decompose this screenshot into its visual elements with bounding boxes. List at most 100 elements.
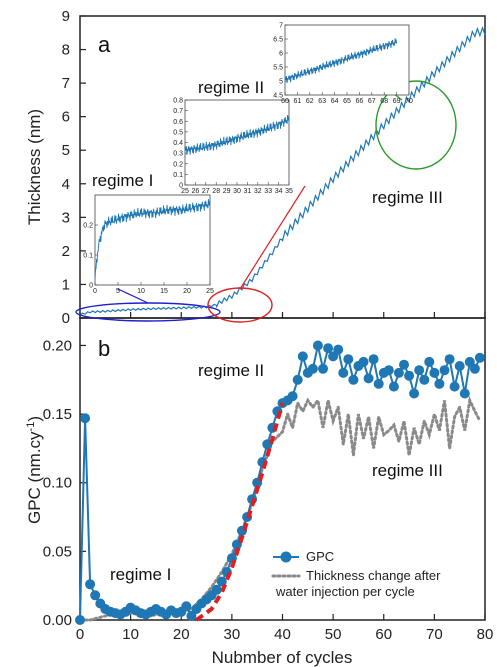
panel-b-gpc-point xyxy=(459,388,470,399)
panel-a-ylabel: Thickness (nm) xyxy=(25,109,44,225)
panel-b-xtick-label: 40 xyxy=(274,626,291,643)
inset-xtick-label: 29 xyxy=(223,188,231,195)
inset-xtick-label: 31 xyxy=(244,188,252,195)
panel-b-xtick-label: 20 xyxy=(173,626,190,643)
inset-ytick-label: 7 xyxy=(279,23,283,30)
panel-b-gpc-point xyxy=(348,374,359,385)
panel-b-gpc-point xyxy=(469,363,480,374)
panel-b-ytick-label: 0.05 xyxy=(43,543,72,560)
inset-ytick-label: 0.8 xyxy=(173,98,183,105)
panel-b-gpc-point xyxy=(383,365,394,376)
inset-xtick-label: 32 xyxy=(254,188,262,195)
inset-series-line xyxy=(94,199,211,280)
panel-b-regime-ii: regime II xyxy=(198,361,264,380)
legend-gpc-marker xyxy=(280,551,292,563)
inset-ytick-label: 5.5 xyxy=(273,65,283,72)
panel-b-ylabel-main: GPC (nm.cy xyxy=(25,431,44,524)
inset-xtick-label: 34 xyxy=(275,188,283,195)
panel-b-gpc-point xyxy=(414,365,425,376)
inset-series-line xyxy=(284,38,398,84)
inset-xtick-label: 68 xyxy=(380,98,388,105)
panel-b-ytick-label: 0.15 xyxy=(43,406,72,423)
panel-b-gpc-point xyxy=(434,378,445,389)
panel-a-regime-i: regime I xyxy=(92,171,153,190)
panel-b-xtick-label: 80 xyxy=(477,626,494,643)
inset-ytick-label: 5 xyxy=(279,79,283,86)
panel-b-gpc-point xyxy=(358,356,369,367)
panel-b-xtick-label: 30 xyxy=(224,626,241,643)
panel-b-gpc-point xyxy=(333,344,344,355)
inset-ytick-label: 0.1 xyxy=(173,172,183,179)
panel-a-ellipse-regime-iii xyxy=(375,80,457,170)
inset-xtick-label: 66 xyxy=(356,98,364,105)
inset-xtick-label: 33 xyxy=(264,188,272,195)
panel-b-gpc-point xyxy=(328,351,339,362)
panel-a-ytick-label: 5 xyxy=(62,142,70,159)
panel-b-xlabel: Nubmber of cycles xyxy=(212,648,353,667)
panel-b-gpc-point xyxy=(388,381,399,392)
panel-b-gpc-point xyxy=(363,373,374,384)
inset-frame xyxy=(184,99,290,186)
panel-b-ytick-label: 0.10 xyxy=(43,475,72,492)
legend-thickness-label-2: water injection per cycle xyxy=(275,584,415,599)
panel-a-ytick-label: 1 xyxy=(62,276,70,293)
inset-xtick-label: 65 xyxy=(343,98,351,105)
panel-b-gpc-point xyxy=(343,354,354,365)
panel-b-gpc-point xyxy=(419,374,430,385)
inset-xtick-label: 64 xyxy=(331,98,339,105)
panel-b: 0.00 0.05 0.10 0.15 0.20 0 10 20 30 40 50 60 70 80 xyxy=(43,337,494,643)
panel-b-ylabel-sup: -1 xyxy=(25,422,37,432)
inset-xtick-label: 20 xyxy=(183,288,191,295)
panel-b-ylabel: GPC (nm.cy-1) xyxy=(25,416,44,524)
panel-b-gpc-point xyxy=(85,579,96,590)
inset-ytick-label: 0.5 xyxy=(173,129,183,136)
inset-ytick-label: 4.5 xyxy=(273,93,283,100)
inset-ytick-label: 0.3 xyxy=(173,151,183,158)
panel-b-gpc-point xyxy=(338,367,349,378)
panel-b-gpc-point xyxy=(312,340,323,351)
panel-b-gpc-point xyxy=(373,378,384,389)
legend: GPC Thickness change after water injecti… xyxy=(271,549,441,599)
panel-b-gpc-point xyxy=(399,359,409,370)
inset-ytick-label: 0.4 xyxy=(173,140,183,147)
panel-a-ytick-label: 7 xyxy=(62,75,70,92)
inset-xtick-label: 30 xyxy=(233,188,241,195)
inset-series-line xyxy=(184,114,290,155)
inset-ytick-label: 0 xyxy=(89,283,93,290)
panel-b-gpc-point xyxy=(80,413,91,424)
inset-xtick-label: 5 xyxy=(116,288,120,295)
inset-xtick-label: 60 xyxy=(281,98,289,105)
panel-b-xtick-label: 50 xyxy=(325,626,342,643)
panel-b-ytick-label: 0.20 xyxy=(43,337,72,354)
inset-ytick-label: 0.6 xyxy=(173,119,183,126)
inset-xtick-label: 10 xyxy=(137,288,145,295)
inset-xtick-label: 35 xyxy=(285,188,293,195)
panel-b-gpc-point xyxy=(444,354,455,365)
panel-a-connector-ii xyxy=(239,185,306,290)
panel-b-xtick-label: 10 xyxy=(122,626,139,643)
inset-xtick-label: 25 xyxy=(206,288,214,295)
inset-xtick-label: 27 xyxy=(202,188,210,195)
panel-b-xtick-label: 0 xyxy=(76,626,84,643)
panel-a-regime-ii: regime II xyxy=(198,78,264,97)
panel-b-gpc-point xyxy=(464,356,475,367)
panel-b-gpc-point xyxy=(297,351,308,362)
inset-xtick-label: 28 xyxy=(212,188,220,195)
inset-xtick-label: 63 xyxy=(318,98,326,105)
panel-a-series-line xyxy=(79,25,486,316)
panel-b-gpc-point xyxy=(75,615,85,625)
panel-b-gpc-point xyxy=(307,363,318,374)
panel-b-gpc-point xyxy=(323,343,334,354)
panel-a-ytick-label: 9 xyxy=(62,8,70,25)
panel-b-gpc-point xyxy=(292,374,303,385)
panel-b-fit-line xyxy=(195,402,285,622)
legend-thickness-label-1: Thickness change after xyxy=(306,568,441,583)
panel-a-ytick-label: 0 xyxy=(62,310,70,327)
panel-b-ylabel-tail: ) xyxy=(25,416,44,422)
panel-b-ytick-label: 0.00 xyxy=(43,612,72,629)
panel-b-label: b xyxy=(98,336,110,361)
panel-b-regime-i: regime I xyxy=(110,565,171,584)
inset-xtick-label: 69 xyxy=(393,98,401,105)
panel-a-regime-iii: regime III xyxy=(372,188,443,207)
